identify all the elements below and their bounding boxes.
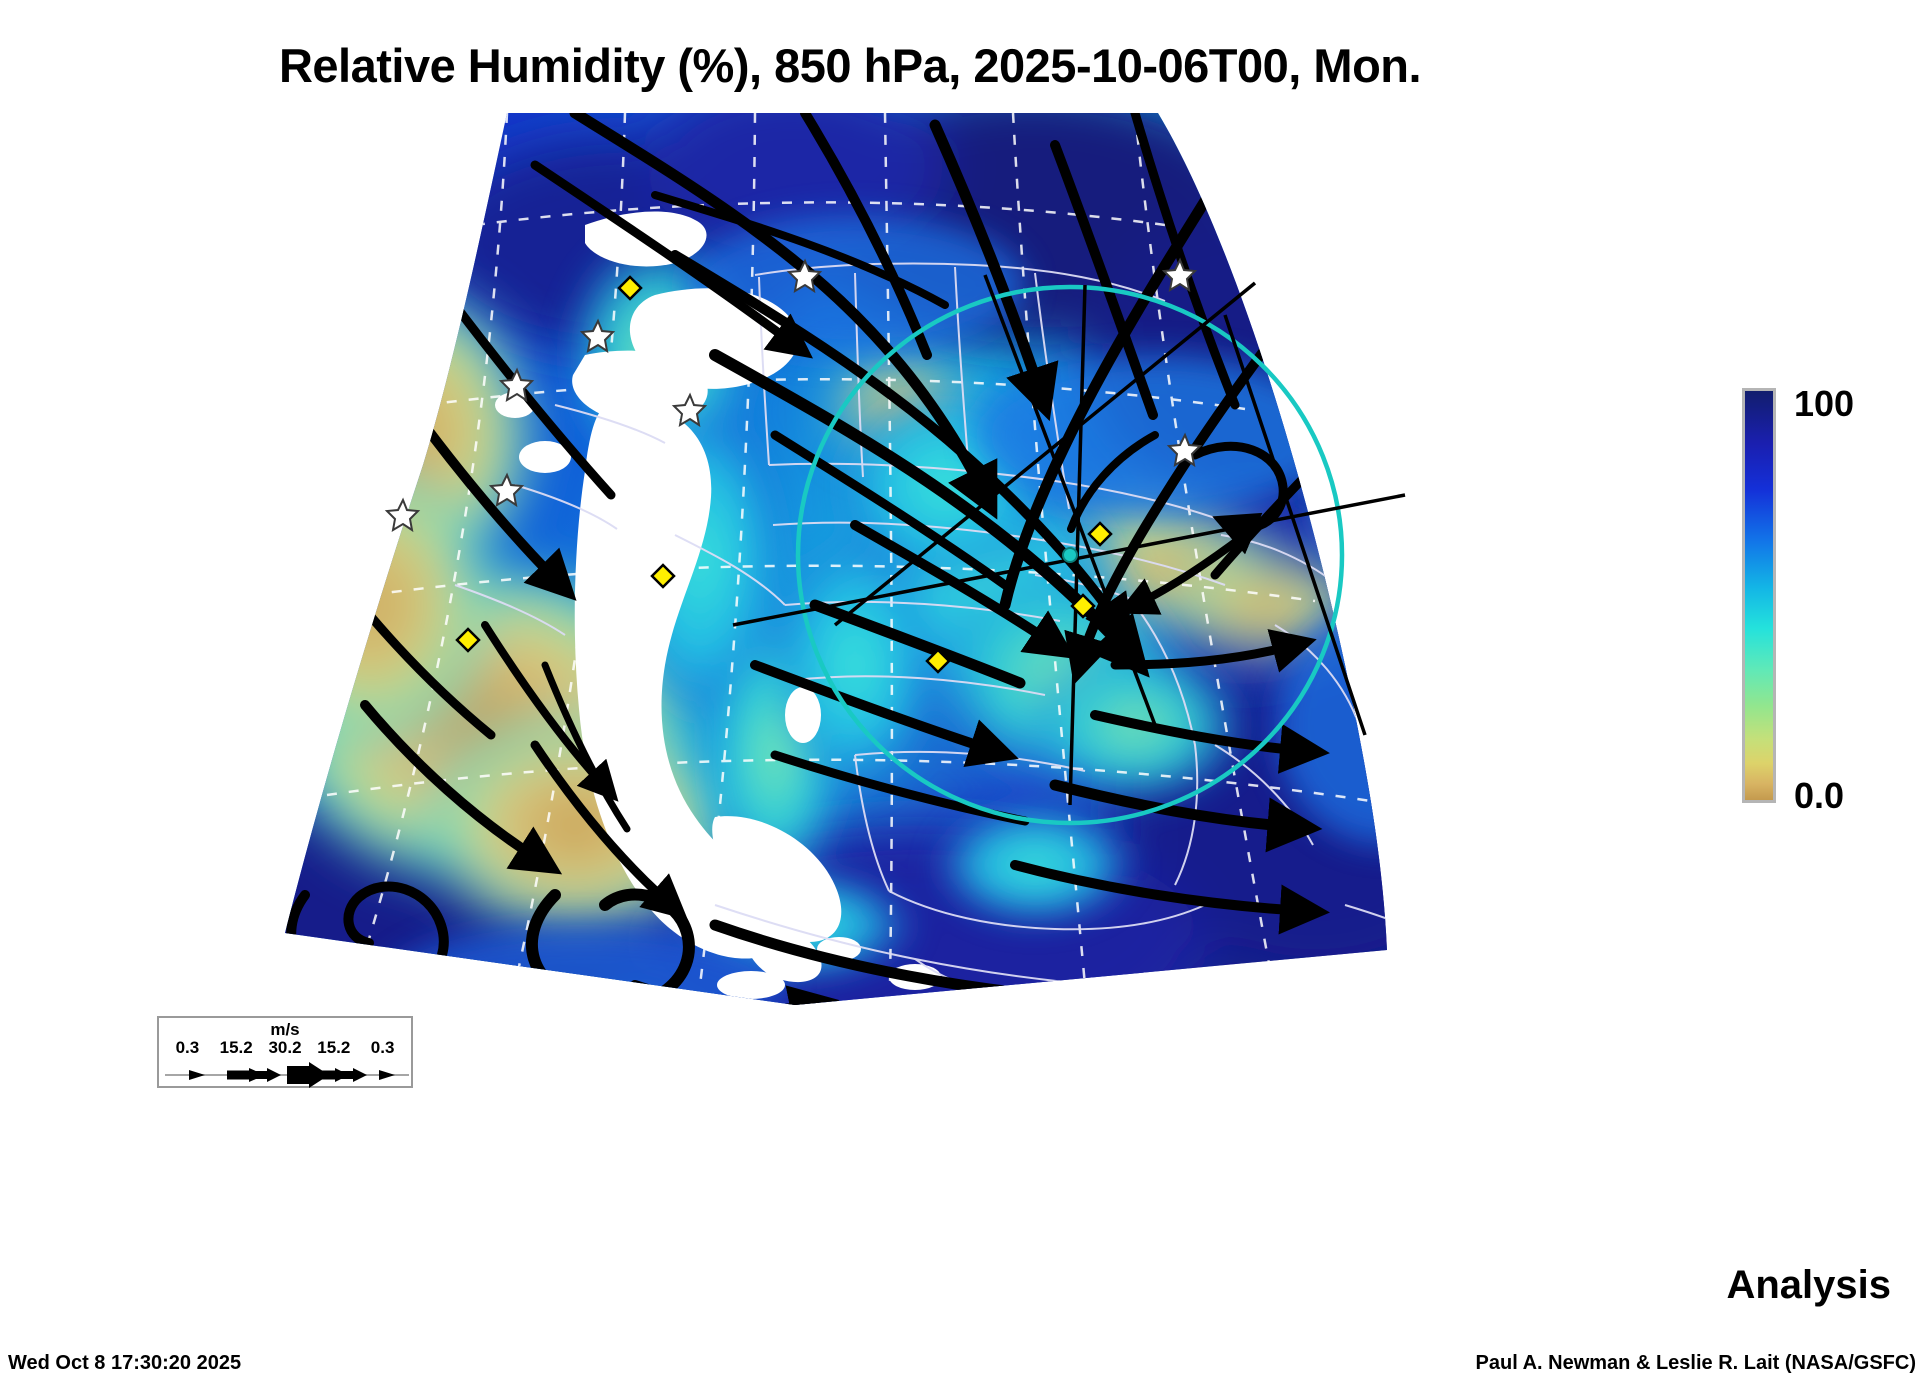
wind-speed-legend: m/s 0.3 15.2 30.2 15.2 0.3 — [157, 1016, 413, 1088]
star-marker[interactable] — [579, 318, 616, 354]
diamond-marker[interactable] — [455, 627, 481, 653]
diamond-marker[interactable] — [925, 648, 951, 674]
diamond-marker[interactable] — [617, 275, 643, 301]
wind-tick-3: 15.2 — [317, 1038, 351, 1057]
humidity-field — [285, 113, 1387, 1005]
wind-legend-unit-label: m/s — [270, 1020, 300, 1039]
flight-base-marker — [1062, 547, 1078, 563]
diamond-marker[interactable] — [650, 563, 676, 589]
star-marker[interactable] — [1161, 257, 1198, 293]
star-marker[interactable] — [671, 392, 708, 428]
wind-tick-0: 0.3 — [175, 1038, 200, 1057]
colorbar-max-label: 100 — [1794, 383, 1855, 424]
wind-legend-arrow-scale — [165, 1062, 409, 1088]
wind-tick-2: 30.2 — [268, 1038, 302, 1057]
page-title: Relative Humidity (%), 850 hPa, 2025-10-… — [278, 39, 1422, 92]
site-diamond-markers[interactable] — [455, 275, 1113, 674]
wind-legend-tick-labels: 0.3 15.2 30.2 15.2 0.3 — [163, 1038, 407, 1058]
star-marker[interactable] — [488, 472, 525, 508]
station-star-markers[interactable] — [384, 257, 1203, 533]
star-marker[interactable] — [1166, 432, 1203, 468]
diamond-marker[interactable] — [1087, 521, 1113, 547]
map-panel[interactable] — [155, 105, 1535, 1015]
author-credit: Paul A. Newman & Leslie R. Lait (NASA/GS… — [1475, 1352, 1916, 1374]
analysis-label: Analysis — [1726, 1263, 1891, 1307]
star-marker[interactable] — [786, 258, 823, 294]
map-figure[interactable] — [155, 105, 1535, 1015]
diamond-marker[interactable] — [1070, 593, 1096, 619]
generated-timestamp: Wed Oct 8 17:30:20 2025 — [8, 1352, 242, 1374]
flight-overlay — [732, 274, 1406, 826]
star-marker[interactable] — [384, 497, 421, 533]
star-marker[interactable] — [498, 367, 535, 403]
colorbar-min-label: 0.0 — [1794, 775, 1845, 816]
colorbar-gradient — [1742, 388, 1776, 803]
flight-range-circle — [795, 284, 1345, 826]
wind-tick-4: 0.3 — [370, 1038, 395, 1057]
wind-tick-1: 15.2 — [219, 1038, 253, 1057]
colorbar: 100 0.0 — [1742, 383, 1922, 816]
